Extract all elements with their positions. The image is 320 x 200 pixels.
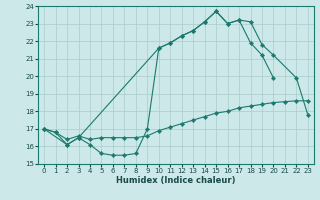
X-axis label: Humidex (Indice chaleur): Humidex (Indice chaleur) — [116, 176, 236, 185]
